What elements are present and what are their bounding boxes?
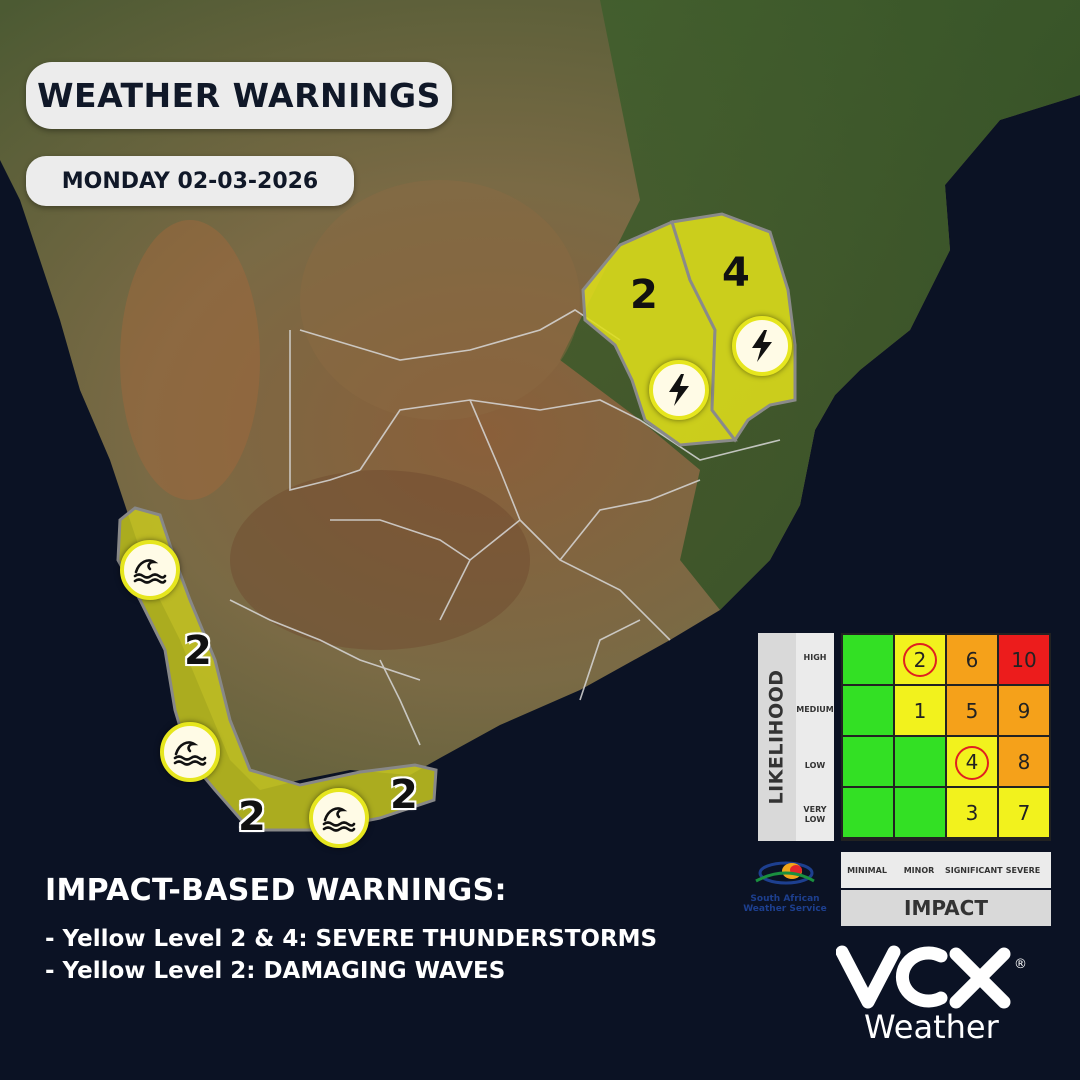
matrix-cell <box>843 737 893 786</box>
likelihood-very-low: VERY LOW <box>803 805 827 824</box>
saws-line-1: South African <box>750 894 820 904</box>
ne-level-4-label: 4 <box>722 250 750 296</box>
impact-minimal: MINIMAL <box>847 866 887 875</box>
vox-trademark: ® <box>1014 957 1026 972</box>
likelihood-axis: LIKELIHOOD <box>758 633 796 841</box>
saws-logo-icon <box>755 861 815 885</box>
impact-minor: MINOR <box>903 866 935 875</box>
impact-warnings-heading: IMPACT-BASED WARNINGS: <box>45 873 507 908</box>
date-label: MONDAY 02-03-2026 <box>26 156 354 206</box>
karoo-region <box>230 470 530 650</box>
waves-icon <box>309 788 369 848</box>
impact-levels: MINIMAL MINOR SIGNIFICANT SEVERE <box>841 852 1051 888</box>
matrix-cell: 5 <box>947 686 997 735</box>
warning-line-thunderstorms: - Yellow Level 2 & 4: SEVERE THUNDERSTOR… <box>45 926 658 952</box>
south-coast-level-right-label: 2 <box>390 772 418 818</box>
saws-line-2: Weather Service <box>743 904 827 914</box>
matrix-cell: 3 <box>947 788 997 837</box>
matrix-cell <box>895 788 945 837</box>
namib-region <box>120 220 260 500</box>
vox-weather-label: Weather <box>864 1008 999 1046</box>
ne-level-2-label: 2 <box>630 272 658 318</box>
matrix-cell: 7 <box>999 788 1049 837</box>
west-coast-level-label: 2 <box>184 628 212 674</box>
matrix-cell <box>843 686 893 735</box>
likelihood-low: LOW <box>804 761 826 770</box>
likelihood-medium: MEDIUM <box>796 705 834 714</box>
active-level-2-highlight <box>903 643 937 677</box>
likelihood-label: LIKELIHOOD <box>766 669 788 805</box>
page-title: WEATHER WARNINGS <box>26 62 452 129</box>
kalahari-region <box>300 180 580 420</box>
waves-icon <box>160 722 220 782</box>
matrix-cell: 1 <box>895 686 945 735</box>
matrix-cell: 6 <box>947 635 997 684</box>
saws-logo-text: South African Weather Service <box>735 894 835 914</box>
impact-significant: SIGNIFICANT <box>945 866 1003 875</box>
active-level-4-highlight <box>955 746 989 780</box>
matrix-cell: 9 <box>999 686 1049 735</box>
matrix-cell: 8 <box>999 737 1049 786</box>
matrix-cell: 10 <box>999 635 1049 684</box>
likelihood-high: HIGH <box>803 653 827 662</box>
warning-line-waves: - Yellow Level 2: DAMAGING WAVES <box>45 958 506 984</box>
risk-matrix-grid: 2 6 10 1 5 9 4 8 3 7 <box>841 633 1051 841</box>
matrix-cell <box>843 635 893 684</box>
south-coast-level-left-label: 2 <box>238 794 266 840</box>
waves-icon <box>120 540 180 600</box>
matrix-cell <box>843 788 893 837</box>
north-east-vegetation <box>560 0 1080 610</box>
impact-warnings-text: IMPACT-BASED WARNINGS: - Yellow Level 2 … <box>45 873 657 990</box>
thunderstorm-icon <box>732 316 792 376</box>
matrix-cell <box>895 737 945 786</box>
thunderstorm-icon <box>649 360 709 420</box>
impact-axis: IMPACT <box>841 890 1051 926</box>
vox-logo-icon: ® <box>836 945 1026 1009</box>
impact-severe: SEVERE <box>1005 866 1041 875</box>
likelihood-levels: HIGH MEDIUM LOW VERY LOW <box>796 633 834 841</box>
ne-warning-level-4-area <box>670 212 797 443</box>
